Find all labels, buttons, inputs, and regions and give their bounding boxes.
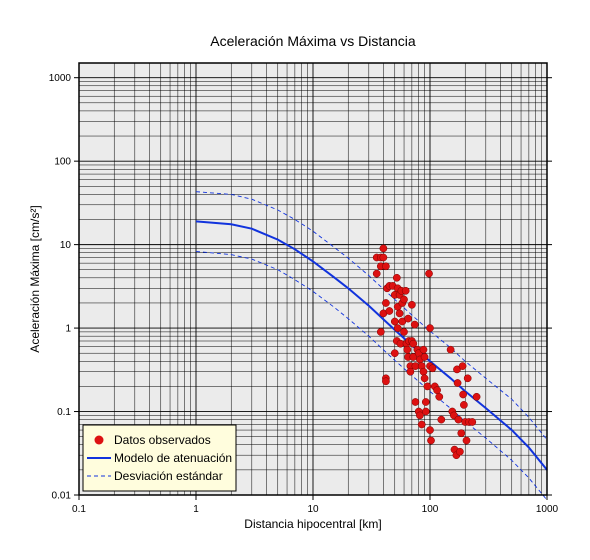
data-point <box>372 269 381 278</box>
data-point <box>453 365 461 374</box>
data-point <box>468 418 477 426</box>
data-point <box>379 244 388 253</box>
x-tick-label: 1 <box>193 504 199 515</box>
data-point <box>462 436 471 445</box>
attenuation-model-line <box>195 220 548 471</box>
data-point <box>421 407 430 416</box>
data-point <box>420 374 429 383</box>
data-point <box>416 411 424 420</box>
y-tick-label: 10 <box>60 240 72 251</box>
data-point <box>376 328 385 336</box>
data-point <box>456 447 464 456</box>
data-point <box>408 300 416 309</box>
data-point <box>400 328 408 336</box>
data-point <box>426 324 434 332</box>
data-point <box>435 392 444 401</box>
data-point <box>410 320 419 329</box>
data-point <box>393 324 402 332</box>
data-point <box>420 353 429 361</box>
data-point <box>401 286 410 295</box>
legend-marker-observed <box>94 435 104 445</box>
data-point <box>427 436 435 445</box>
data-point <box>423 382 432 391</box>
data-point <box>453 379 462 387</box>
legend-label-std: Desviación estándar <box>114 469 223 483</box>
data-point <box>409 353 418 361</box>
x-tick-label: 100 <box>422 504 439 515</box>
data-point <box>419 367 428 376</box>
data-point <box>390 349 399 358</box>
legend-label-observed: Datos observados <box>114 433 211 447</box>
x-tick-label: 0.1 <box>72 504 86 515</box>
y-axis-label: Aceleración Máxima [cm/s²] <box>28 205 42 352</box>
data-point <box>406 367 415 376</box>
data-point <box>411 398 420 406</box>
series-layer <box>195 191 548 501</box>
y-tick-label: 1 <box>65 324 71 335</box>
data-point <box>437 415 446 424</box>
data-point <box>433 386 441 395</box>
data-point <box>460 401 468 409</box>
data-point <box>463 374 472 383</box>
data-point <box>421 398 430 406</box>
data-point <box>454 415 463 424</box>
data-point <box>459 390 467 399</box>
data-point <box>428 364 437 373</box>
std-deviation-line <box>195 250 548 501</box>
data-point <box>426 426 434 434</box>
y-tick-label: 100 <box>54 157 71 168</box>
data-point <box>403 345 412 354</box>
data-point <box>409 339 418 348</box>
y-tick-label: 0.01 <box>52 491 72 502</box>
data-point <box>382 299 390 307</box>
x-tick-label: 10 <box>307 504 319 515</box>
data-point <box>472 392 481 401</box>
data-point <box>419 345 428 354</box>
chart-title: Aceleración Máxima vs Distancia <box>210 33 416 49</box>
legend-label-model: Modelo de atenuación <box>114 451 232 465</box>
data-point <box>382 262 390 271</box>
data-point <box>382 377 390 386</box>
data-point <box>395 309 404 318</box>
x-tick-label: 1000 <box>536 504 559 515</box>
data-point <box>385 307 394 315</box>
data-point <box>379 253 388 262</box>
data-point <box>458 362 467 370</box>
data-point <box>392 273 401 282</box>
data-point <box>425 269 433 278</box>
data-point <box>390 317 399 326</box>
y-tick-label: 0.1 <box>57 407 71 418</box>
x-axis-label: Distancia hipocentral [km] <box>244 517 381 531</box>
data-point <box>404 314 412 323</box>
grid-lines <box>78 63 547 496</box>
data-point <box>400 295 408 304</box>
data-point <box>457 429 466 438</box>
std-deviation-line <box>195 191 548 440</box>
y-tick-label: 1000 <box>49 73 72 84</box>
data-point <box>446 345 455 354</box>
data-point <box>417 420 426 429</box>
legend: Datos observados Modelo de atenuación De… <box>82 424 237 492</box>
